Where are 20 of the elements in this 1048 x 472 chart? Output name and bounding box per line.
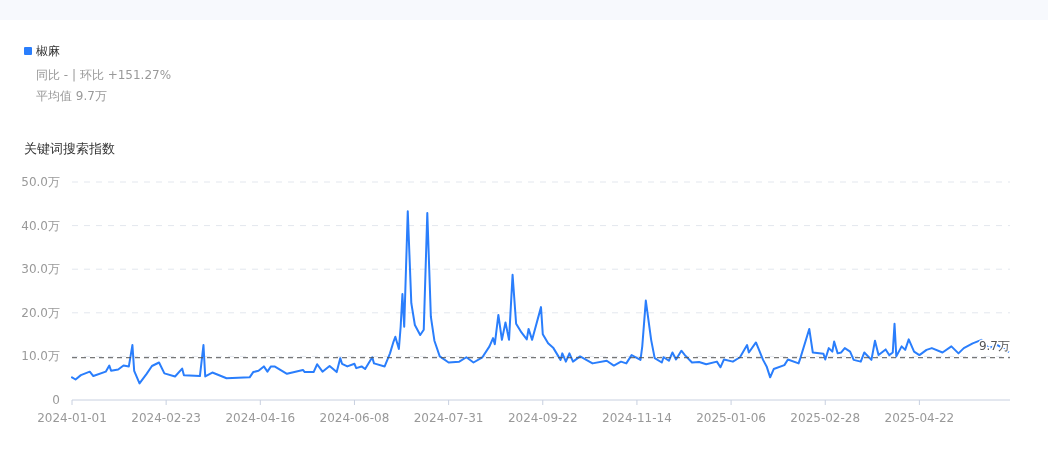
y-tick-label: 50.0万 (21, 175, 60, 189)
x-tick-label: 2024-07-31 (413, 411, 484, 425)
x-tick-label: 2025-02-28 (790, 411, 861, 425)
y-tick-label: 20.0万 (21, 305, 60, 320)
x-tick-label: 2024-11-14 (602, 411, 672, 425)
x-tick-label: 2024-01-01 (37, 411, 107, 425)
x-tick-label: 2025-04-22 (884, 411, 955, 425)
y-axis-title: 关键词搜索指数 (24, 141, 115, 156)
x-tick-label: 2024-06-08 (319, 411, 390, 425)
x-tick-label: 2024-09-22 (507, 411, 578, 425)
text: 同比 - | 环比 +151.27% (36, 68, 172, 82)
x-tick-label: 2025-01-06 (696, 411, 766, 425)
y-tick-label: 0 (52, 393, 60, 407)
x-tick-label: 2024-04-16 (225, 411, 296, 425)
legend-label: 椒麻 (36, 44, 60, 58)
y-tick-label: 10.0万 (21, 349, 60, 364)
x-tick-label: 2024-02-23 (131, 411, 202, 425)
y-tick-label: 40.0万 (21, 218, 60, 233)
y-tick-label: 30.0万 (21, 262, 60, 277)
text: 平均值 9.7万 (36, 89, 107, 103)
